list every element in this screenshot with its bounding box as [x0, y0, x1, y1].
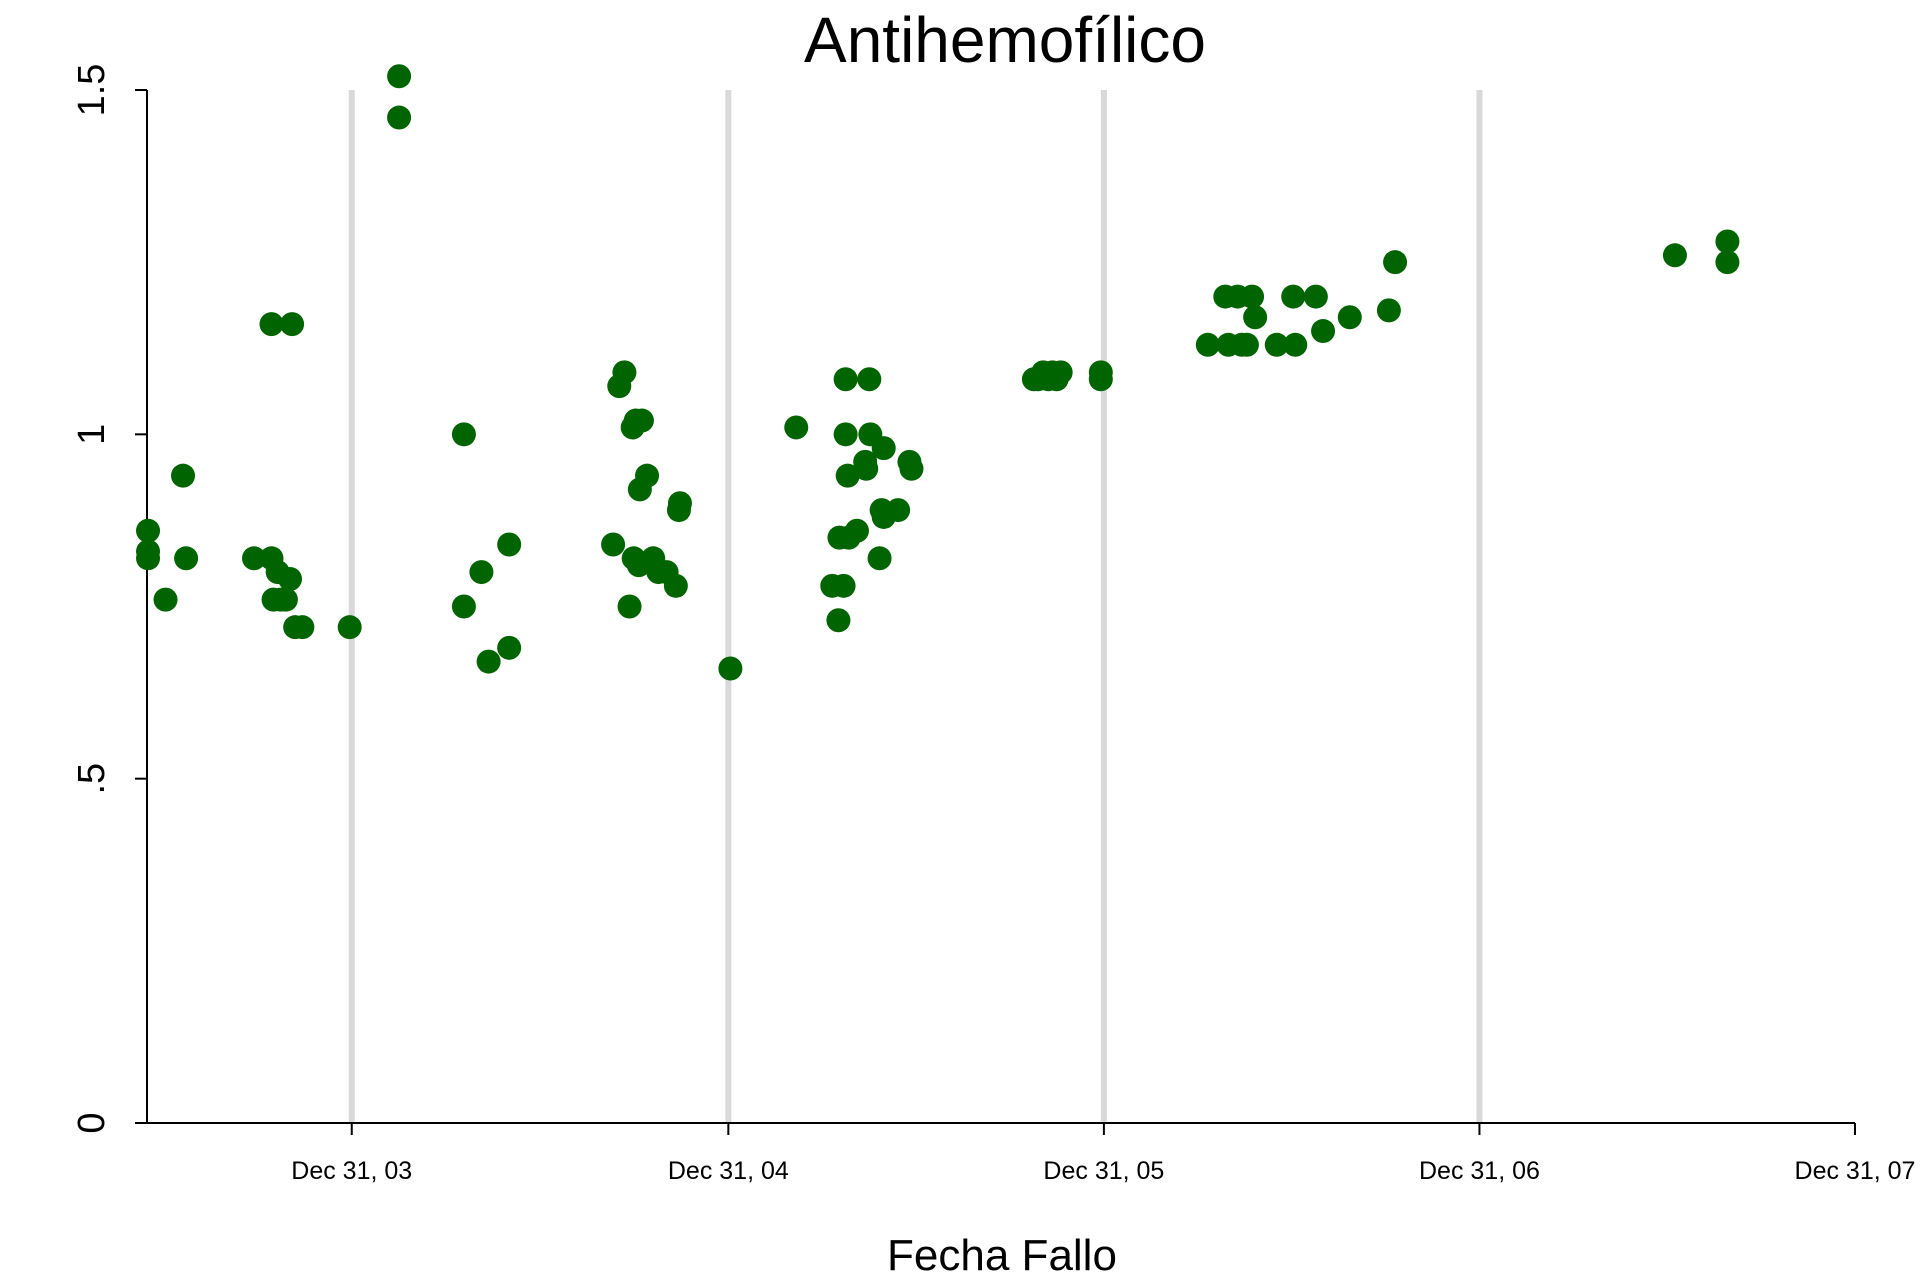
data-point	[833, 367, 858, 392]
data-point	[280, 312, 305, 337]
y-tick-label: 0	[71, 1112, 113, 1133]
data-point	[1337, 305, 1362, 330]
data-points	[136, 64, 1740, 681]
data-point	[1195, 332, 1220, 357]
data-point	[635, 463, 660, 488]
x-tick-label: Dec 31, 05	[1043, 1157, 1164, 1185]
data-point	[831, 573, 856, 598]
x-axis-label: Fecha Fallo	[887, 1231, 1117, 1277]
data-point	[1383, 250, 1408, 275]
x-ticks: Dec 31, 03 Dec 31, 04 Dec 31, 05 Dec 31, 06…	[291, 1123, 1915, 1185]
y-tick-label: 1.5	[71, 64, 113, 117]
data-point	[784, 415, 809, 440]
data-point	[476, 649, 501, 674]
data-point	[259, 312, 284, 337]
data-point	[886, 498, 911, 523]
data-point	[1243, 305, 1268, 330]
data-point	[871, 436, 896, 461]
data-point	[153, 587, 178, 612]
data-point	[1303, 284, 1328, 309]
data-point	[612, 360, 637, 385]
data-point	[857, 367, 882, 392]
y-ticks: 0 .5 1 1.5	[71, 64, 147, 1134]
data-point	[387, 105, 412, 130]
data-point	[617, 594, 642, 619]
x-tick-label: Dec 31, 06	[1419, 1157, 1540, 1185]
x-tick-label: Dec 31, 03	[291, 1157, 412, 1185]
data-point	[1311, 319, 1336, 344]
data-point	[174, 546, 199, 571]
data-point	[1234, 332, 1259, 357]
gridlines	[348, 90, 1483, 1123]
data-point	[1715, 229, 1740, 254]
data-point	[833, 422, 858, 447]
data-point	[171, 463, 196, 488]
y-tick-label: .5	[71, 763, 113, 795]
data-point	[469, 560, 494, 585]
data-point	[826, 608, 851, 633]
data-point	[1088, 360, 1113, 385]
data-point	[1283, 332, 1308, 357]
data-point	[136, 546, 161, 571]
data-point	[1715, 250, 1740, 275]
data-point	[1281, 284, 1306, 309]
data-point	[629, 408, 654, 433]
data-point	[899, 456, 924, 481]
data-point	[290, 615, 315, 640]
data-point	[835, 463, 860, 488]
data-point	[278, 566, 303, 591]
data-point	[497, 635, 522, 660]
data-point	[844, 518, 869, 543]
data-point	[1376, 298, 1401, 323]
x-tick-label: Dec 31, 07	[1795, 1157, 1916, 1185]
data-point	[867, 546, 892, 571]
x-tick-label: Dec 31, 04	[668, 1157, 789, 1185]
data-point	[242, 546, 267, 571]
data-point	[273, 587, 298, 612]
data-point	[1264, 332, 1289, 357]
data-point	[667, 491, 692, 516]
data-point	[451, 594, 476, 619]
data-point	[337, 615, 362, 640]
chart-title: Antihemofílico	[804, 4, 1206, 76]
data-point	[854, 456, 879, 481]
data-point	[497, 532, 522, 557]
data-point	[1662, 243, 1687, 268]
data-point	[718, 656, 743, 681]
data-point	[136, 518, 161, 543]
y-tick-label: 1	[71, 424, 113, 445]
data-point	[1240, 284, 1265, 309]
data-point	[1048, 360, 1073, 385]
data-point	[663, 573, 688, 598]
data-point	[601, 532, 626, 557]
data-point	[387, 64, 412, 89]
data-point	[451, 422, 476, 447]
